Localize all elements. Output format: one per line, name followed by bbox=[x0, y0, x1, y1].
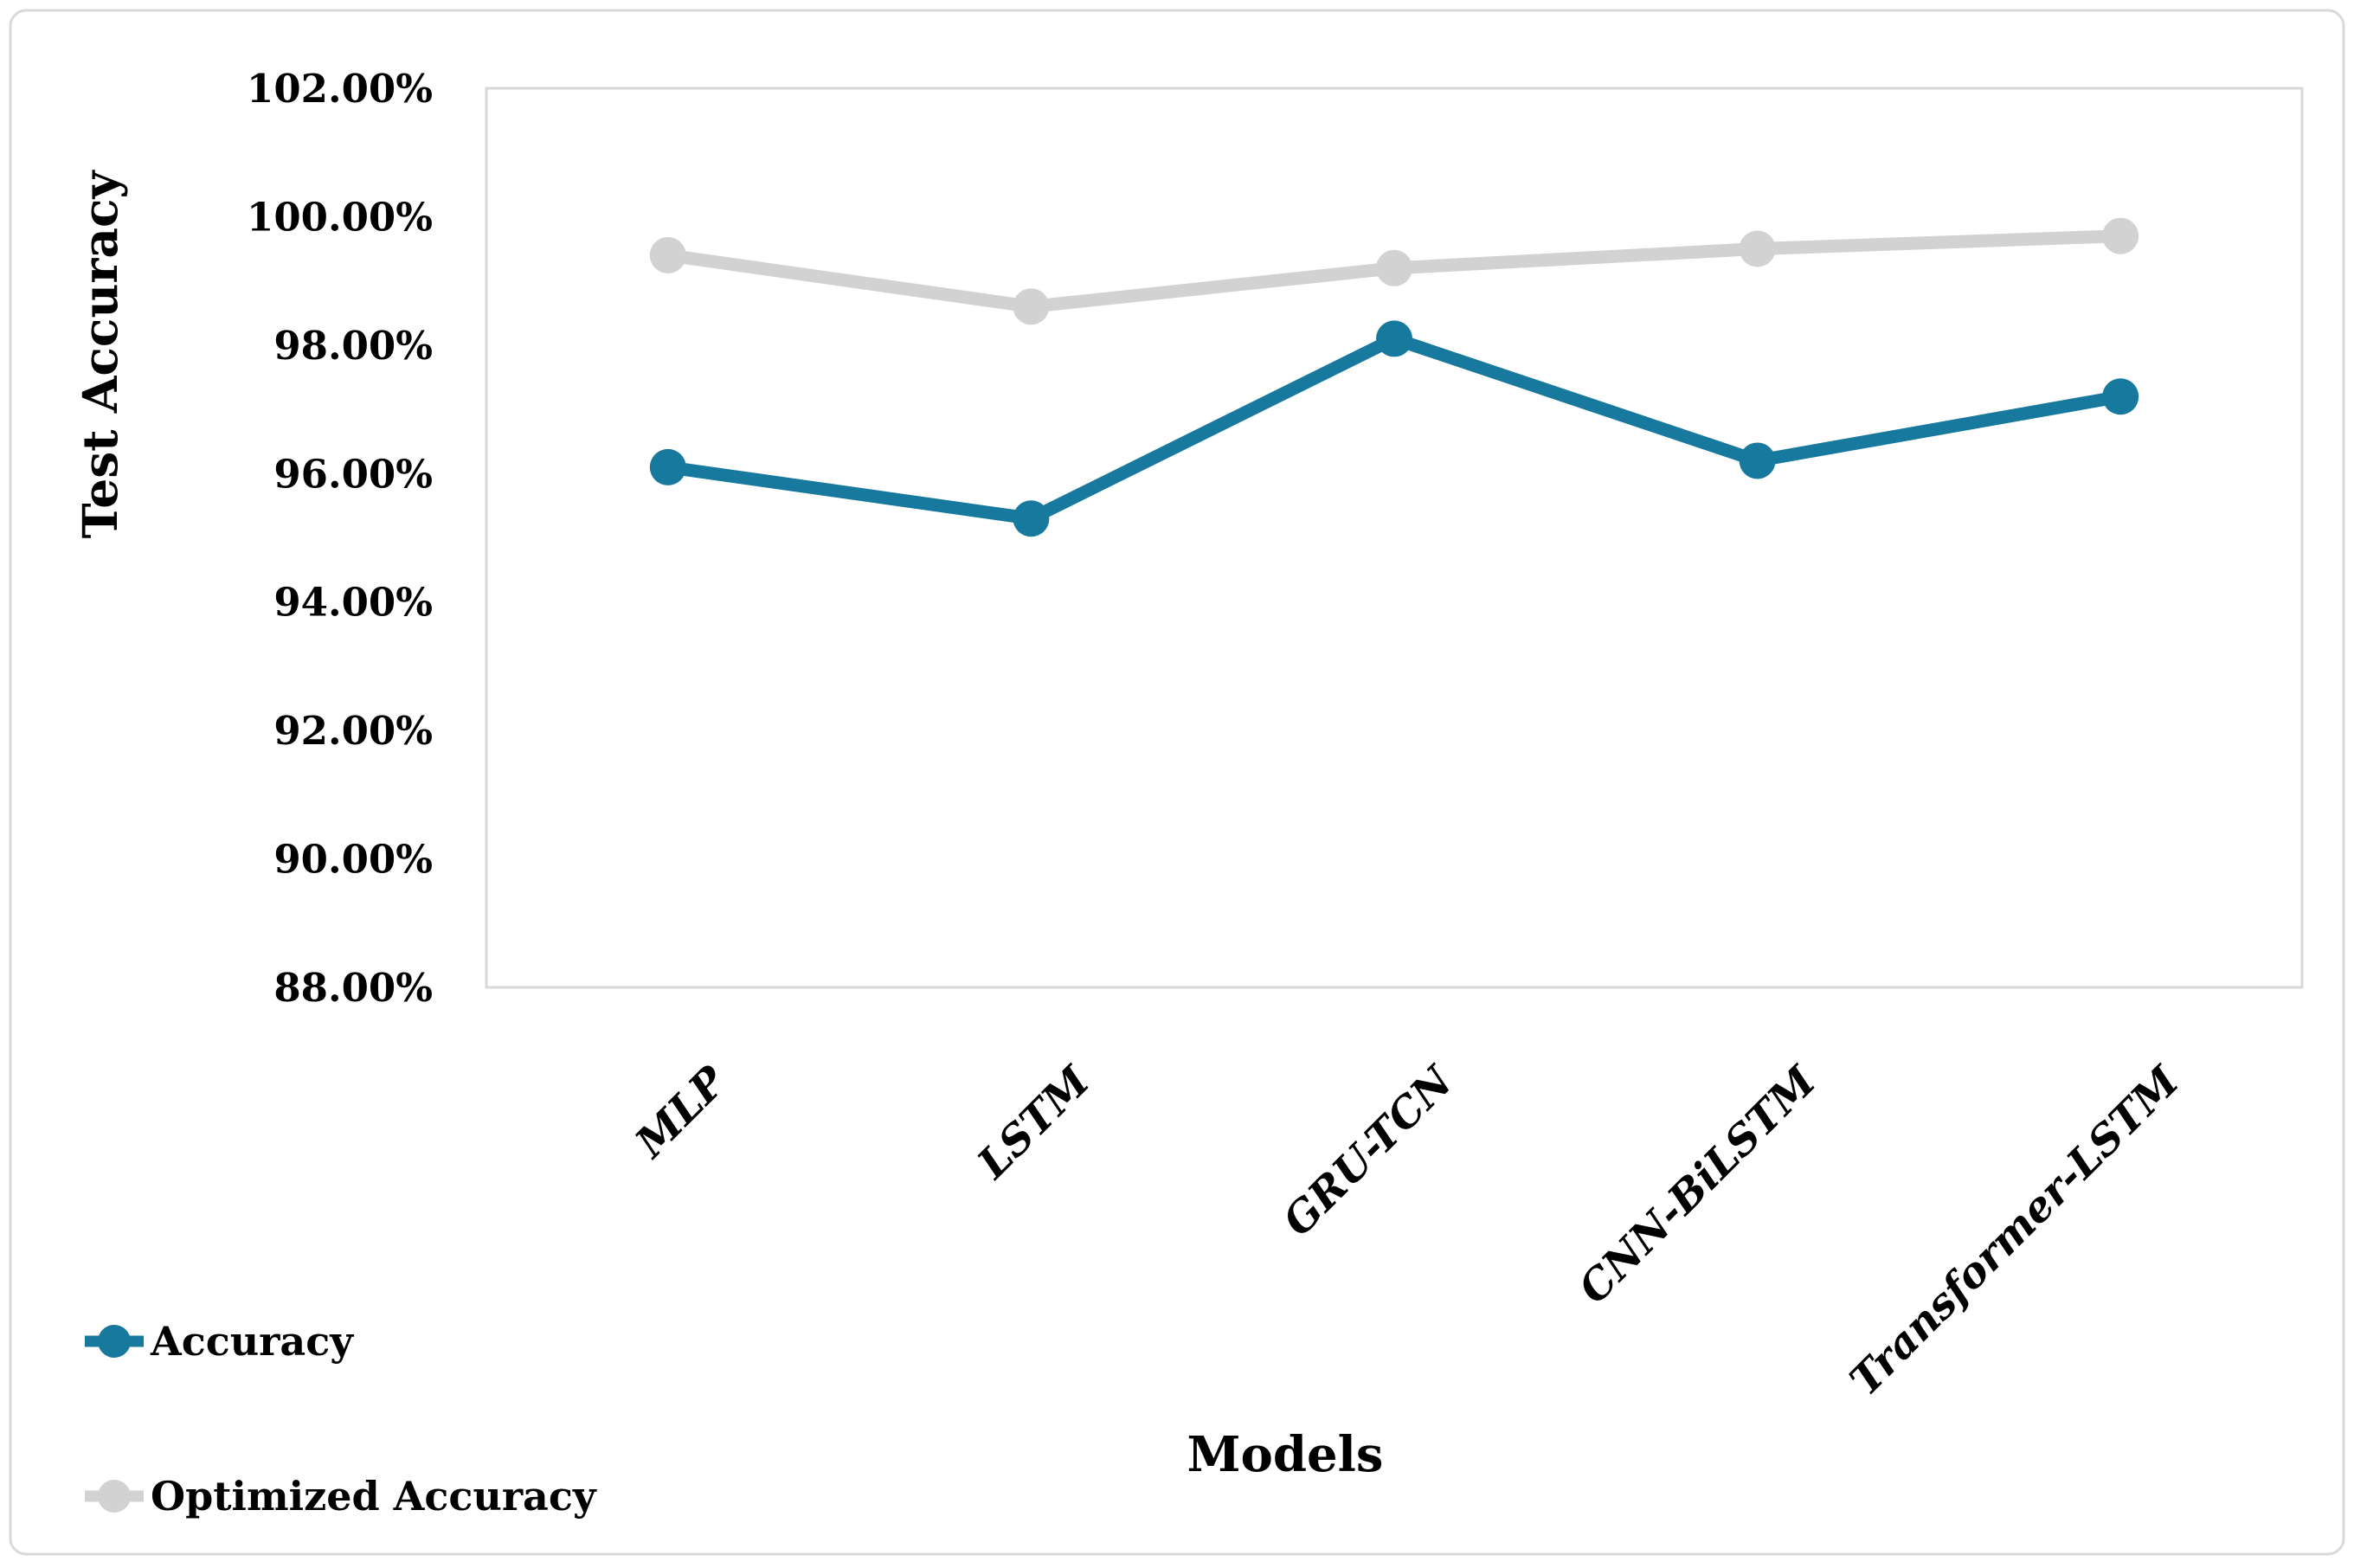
data-point-marker bbox=[1013, 500, 1050, 537]
data-point-marker bbox=[649, 236, 686, 273]
legend-label: Accuracy bbox=[150, 1318, 354, 1365]
y-tick-label: 88.00% bbox=[273, 965, 433, 1011]
data-point-marker bbox=[2102, 378, 2139, 415]
legend-label: Optimized Accuracy bbox=[151, 1473, 597, 1520]
figure-border bbox=[9, 9, 2345, 1556]
data-point-marker bbox=[1376, 320, 1412, 357]
legend-key-marker bbox=[98, 1480, 131, 1513]
x-axis-title: Models bbox=[1187, 1426, 1384, 1483]
y-tick-label: 98.00% bbox=[273, 323, 433, 369]
y-tick-label: 90.00% bbox=[273, 837, 433, 883]
data-point-marker bbox=[2102, 217, 2139, 254]
plot-area-border bbox=[485, 87, 2304, 989]
y-axis-title: Test Accuracy bbox=[72, 170, 128, 539]
y-tick-label: 100.00% bbox=[247, 194, 433, 240]
data-point-marker bbox=[1739, 230, 1776, 267]
legend-key-marker bbox=[98, 1325, 131, 1358]
data-point-marker bbox=[1013, 288, 1050, 325]
data-point-marker bbox=[649, 448, 686, 485]
y-tick-label: 94.00% bbox=[273, 580, 433, 626]
data-point-marker bbox=[1739, 442, 1776, 479]
data-point-marker bbox=[1376, 249, 1412, 286]
y-tick-label: 96.00% bbox=[273, 451, 433, 497]
y-tick-label: 92.00% bbox=[273, 708, 433, 754]
y-tick-label: 102.00% bbox=[247, 66, 433, 112]
